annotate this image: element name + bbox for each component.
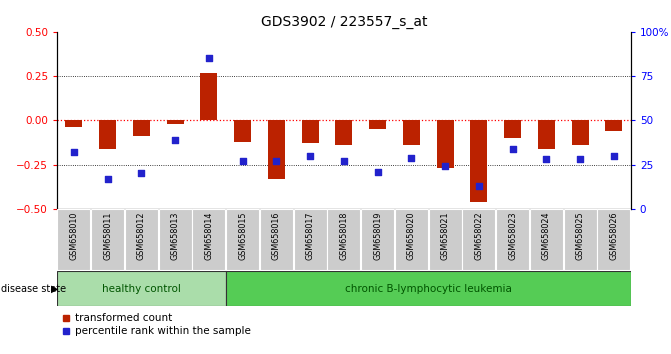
Point	[203, 56, 214, 61]
Bar	[268, 120, 285, 179]
Point	[575, 156, 586, 162]
Legend: transformed count, percentile rank within the sample: transformed count, percentile rank withi…	[62, 313, 250, 336]
Bar	[293, 210, 327, 270]
Text: GSM658020: GSM658020	[407, 211, 416, 260]
Bar	[91, 210, 124, 270]
Text: GSM658025: GSM658025	[576, 211, 584, 260]
Text: GSM658015: GSM658015	[238, 211, 247, 260]
Bar	[193, 210, 225, 270]
Bar	[462, 210, 495, 270]
Bar	[99, 120, 116, 149]
Title: GDS3902 / 223557_s_at: GDS3902 / 223557_s_at	[260, 16, 427, 29]
Bar	[260, 210, 293, 270]
Text: GSM658018: GSM658018	[340, 211, 348, 260]
Text: GSM658017: GSM658017	[305, 211, 315, 260]
Text: GSM658024: GSM658024	[542, 211, 551, 260]
Bar	[57, 271, 225, 306]
Point	[339, 158, 350, 164]
Point	[440, 164, 450, 169]
Bar	[572, 120, 588, 145]
Bar	[336, 120, 352, 145]
Bar	[361, 210, 395, 270]
Bar	[597, 210, 631, 270]
Bar	[133, 120, 150, 136]
Text: disease state: disease state	[1, 284, 66, 293]
Bar	[429, 210, 462, 270]
Text: GSM658013: GSM658013	[170, 211, 180, 260]
Bar	[369, 120, 386, 129]
Bar	[226, 210, 259, 270]
Bar	[66, 120, 83, 127]
Bar	[302, 120, 319, 143]
Bar	[530, 210, 563, 270]
Text: GSM658022: GSM658022	[474, 211, 483, 260]
Point	[68, 149, 79, 155]
Point	[136, 171, 147, 176]
Bar	[158, 210, 192, 270]
Bar	[538, 120, 555, 149]
Text: GSM658026: GSM658026	[609, 211, 619, 260]
Point	[102, 176, 113, 182]
Bar	[437, 120, 454, 168]
Point	[609, 153, 619, 159]
Text: GSM658012: GSM658012	[137, 211, 146, 260]
Text: GSM658021: GSM658021	[441, 211, 450, 260]
Point	[372, 169, 383, 175]
Bar	[166, 120, 184, 124]
Point	[305, 153, 315, 159]
Bar	[125, 210, 158, 270]
Bar	[470, 120, 487, 202]
Bar	[234, 120, 251, 142]
Bar	[57, 210, 91, 270]
Text: GSM658014: GSM658014	[205, 211, 213, 260]
Bar	[201, 73, 217, 120]
Text: ▶: ▶	[51, 284, 58, 293]
Bar	[504, 120, 521, 138]
Bar	[496, 210, 529, 270]
Bar	[395, 210, 428, 270]
Point	[406, 155, 417, 160]
Point	[507, 146, 518, 152]
Bar	[403, 120, 420, 145]
Bar	[327, 210, 360, 270]
Bar	[605, 120, 622, 131]
Text: GSM658023: GSM658023	[508, 211, 517, 260]
Point	[238, 158, 248, 164]
Text: healthy control: healthy control	[102, 284, 181, 293]
Point	[170, 137, 180, 143]
Point	[271, 158, 282, 164]
Text: GSM658011: GSM658011	[103, 211, 112, 260]
Text: GSM658019: GSM658019	[373, 211, 382, 260]
Point	[541, 156, 552, 162]
Text: GSM658010: GSM658010	[69, 211, 79, 260]
Text: GSM658016: GSM658016	[272, 211, 281, 260]
Bar	[225, 271, 631, 306]
Point	[474, 183, 484, 189]
Text: chronic B-lymphocytic leukemia: chronic B-lymphocytic leukemia	[345, 284, 512, 293]
Bar	[564, 210, 597, 270]
